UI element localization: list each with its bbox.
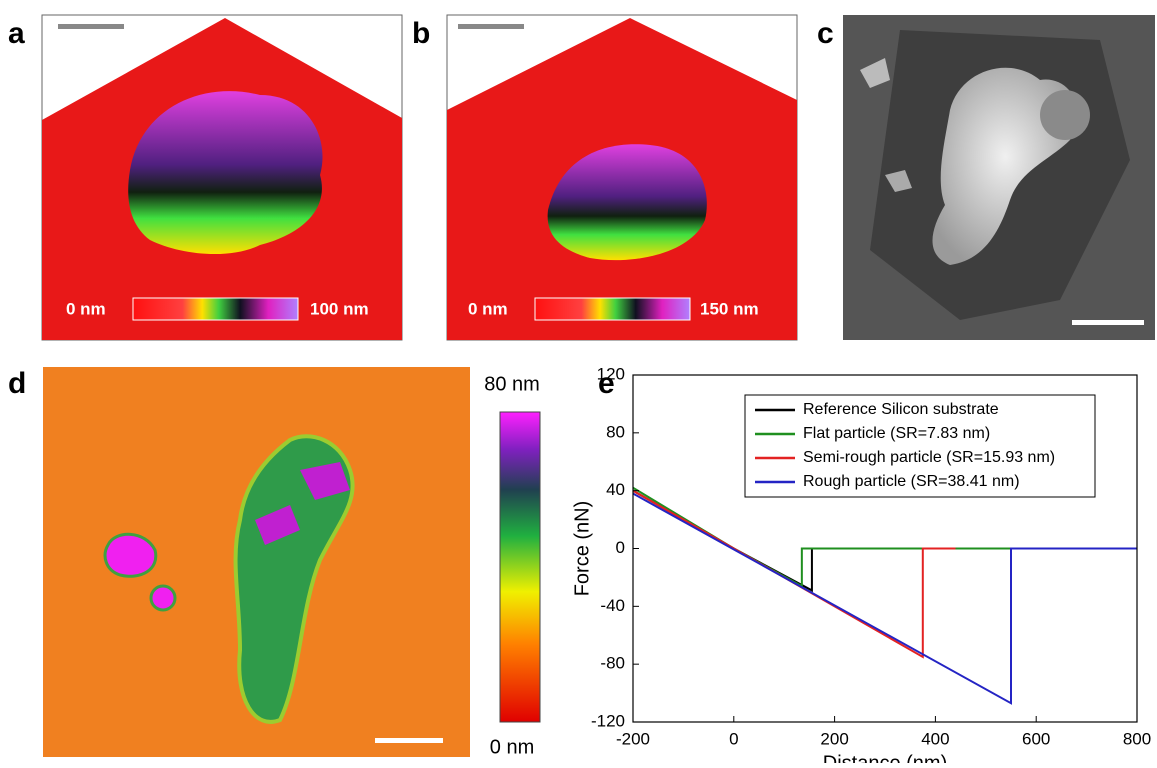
y-axis-label: Force (nN) [571,501,593,597]
y-tick-label: -80 [600,654,625,673]
colorbar-max: 150 nm [700,299,759,318]
y-tick-label: 0 [616,538,625,557]
colorbar-min: 0 nm [66,299,106,318]
scale-bar [458,24,524,29]
panel-a: 0 nm 100 nm a [8,15,402,340]
x-tick-label: -200 [616,729,650,748]
scale-bar [58,24,124,29]
y-tick-label: 80 [606,422,625,441]
panel-b: 0 nm 150 nm b [412,15,797,340]
panel-d: 80 nm 0 nm d [8,367,540,758]
legend-label: Rough particle (SR=38.41 nm) [803,473,1020,490]
series-line [633,488,1087,586]
x-tick-label: 0 [729,729,738,748]
colorbar-max: 80 nm [484,373,540,395]
particle [1040,90,1090,140]
x-tick-label: 200 [820,729,848,748]
legend-label: Reference Silicon substrate [803,401,999,418]
y-tick-label: -40 [600,596,625,615]
colorbar-min: 0 nm [468,299,508,318]
colorbar-max: 100 nm [310,299,369,318]
panel-c: c [817,15,1155,340]
x-tick-label: 400 [921,729,949,748]
legend-label: Flat particle (SR=7.83 nm) [803,425,990,442]
panel-label: c [817,17,834,50]
y-tick-label: 40 [606,480,625,499]
panel-label: b [412,17,430,50]
colorbar [535,298,690,320]
particle [151,586,175,610]
scale-bar [1072,320,1144,325]
colorbar-min: 0 nm [490,736,534,758]
figure: 0 nm 100 nm a 0 nm 150 nm b c 80 nm 0 nm… [0,0,1157,763]
x-axis-label: Distance (nm) [823,752,947,763]
x-tick-label: 600 [1022,729,1050,748]
legend-label: Semi-rough particle (SR=15.93 nm) [803,449,1055,466]
series-line [633,491,956,657]
colorbar [500,412,540,722]
panel-label: a [8,17,25,50]
y-tick-label: -120 [591,711,625,730]
y-tick-label: 120 [597,364,625,383]
panel-label: d [8,367,26,400]
series-line [633,491,1137,591]
colorbar [133,298,298,320]
scale-bar [375,738,443,743]
series-line [633,494,1137,704]
x-tick-label: 800 [1123,729,1151,748]
particle [105,534,156,576]
panel-e: e -2000200400600800-120-80-4004080120Dis… [571,364,1151,763]
